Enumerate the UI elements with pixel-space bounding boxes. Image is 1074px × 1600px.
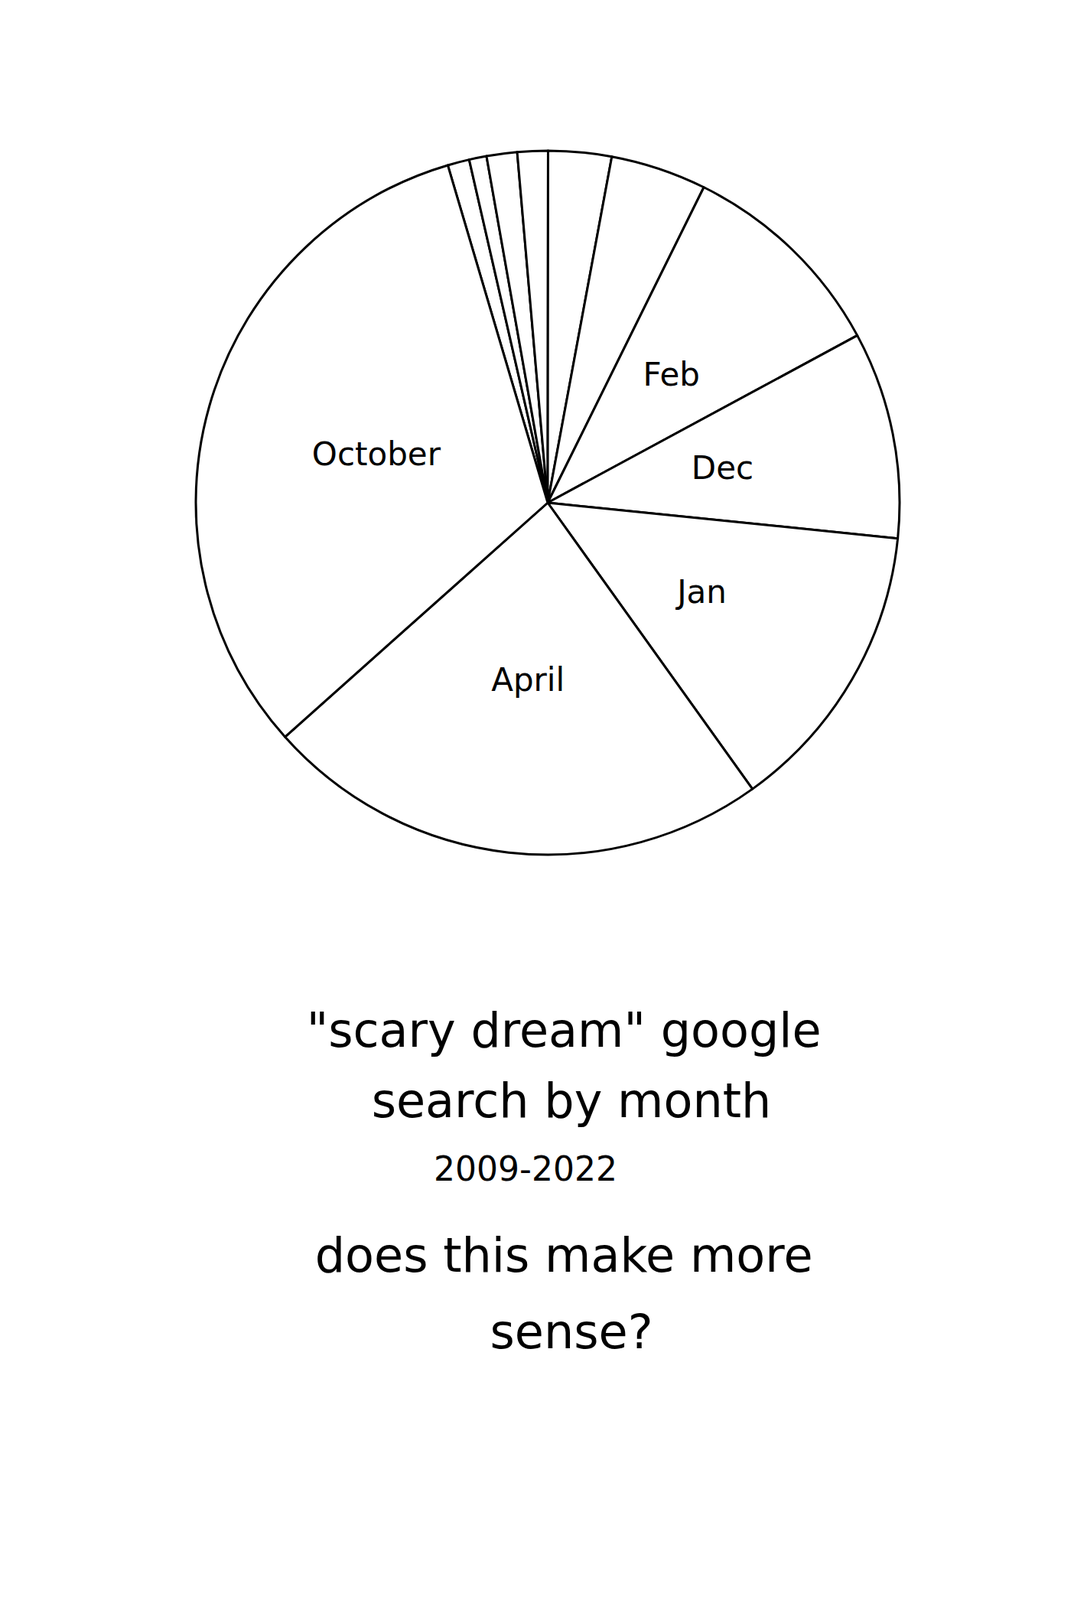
svg-text:does this make more: does this make more (315, 1226, 829, 1283)
svg-text:search by month: search by month (371, 1072, 772, 1129)
svg-text:April: April (491, 660, 565, 699)
svg-text:sense?: sense? (489, 1303, 653, 1360)
svg-text:Feb: Feb (643, 355, 700, 394)
svg-text:Dec: Dec (691, 449, 754, 487)
svg-text:2009-2022: 2009-2022 (433, 1148, 618, 1188)
svg-text:"scary dream" google: "scary dream" google (306, 1002, 837, 1058)
svg-text:October: October (312, 435, 442, 473)
svg-text:Jan: Jan (674, 572, 727, 611)
